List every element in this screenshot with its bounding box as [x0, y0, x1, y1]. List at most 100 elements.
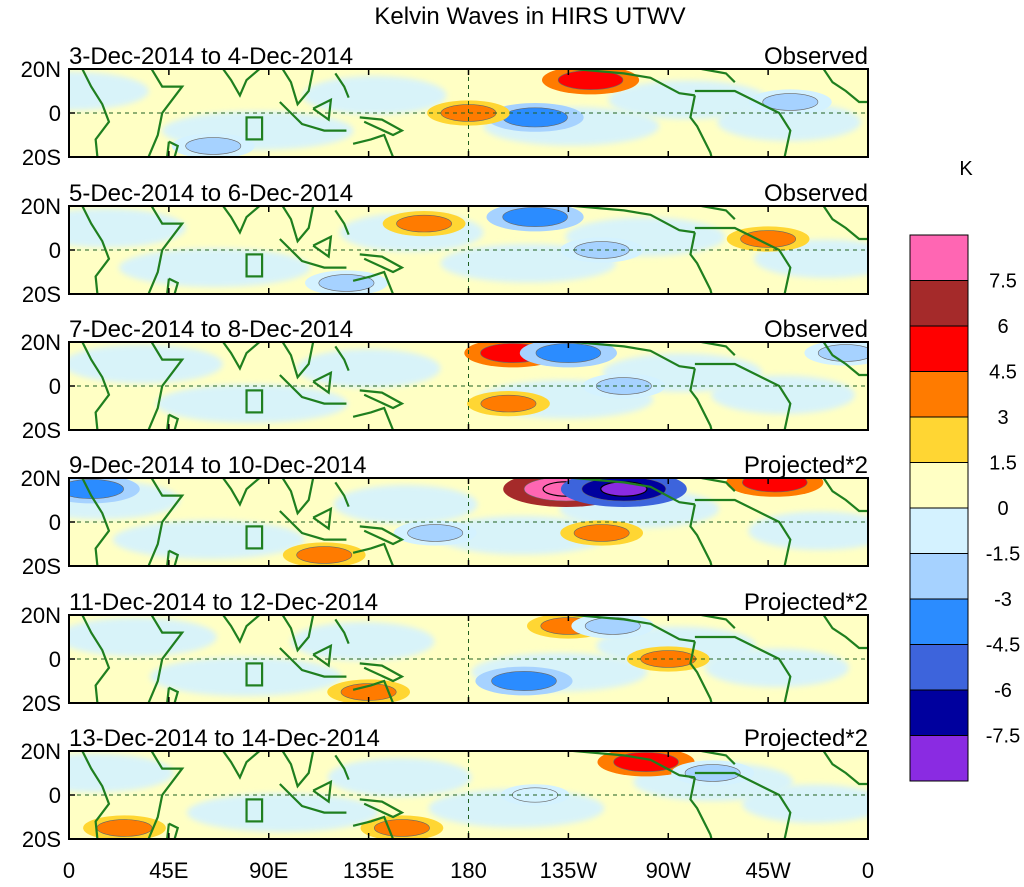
west-africa	[822, 206, 868, 241]
colorbar-label: 0	[997, 498, 1008, 520]
x-tick-label: 180	[450, 858, 487, 883]
panel-type-label: Projected*2	[744, 452, 868, 479]
anomaly-core	[296, 546, 353, 564]
panel-field	[69, 478, 868, 566]
y-tick-label: 0	[49, 374, 61, 399]
colorbar-swatch	[909, 280, 969, 327]
colorbar-swatch	[909, 325, 969, 372]
anomaly-core	[502, 107, 568, 128]
west-africa	[822, 615, 868, 650]
caribbean	[701, 751, 736, 765]
panel-6: 20N 0 20S 13-Dec-2014 to 14-Dec-2014 Project…	[21, 725, 869, 852]
south-america-west	[689, 504, 713, 566]
y-tick-label: 20S	[22, 282, 61, 307]
colorbar-label: 7.5	[989, 271, 1017, 293]
africa-east-coast	[147, 206, 185, 294]
panel-type-label: Observed	[764, 316, 868, 343]
colorbar-label: -7.5	[986, 726, 1020, 748]
new-guinea	[359, 798, 405, 819]
anomaly-core	[407, 524, 464, 542]
texture-blob	[333, 485, 478, 524]
south-america-west	[689, 641, 713, 703]
x-tick-label: 0	[63, 858, 75, 883]
y-tick-label: 20N	[21, 739, 61, 764]
texture-blob	[69, 208, 186, 248]
central-america	[561, 206, 696, 234]
texture-blob	[118, 248, 311, 287]
coastlines	[81, 615, 868, 703]
india	[221, 69, 262, 98]
y-tick-label: 0	[49, 510, 61, 535]
africa-west-coast	[81, 206, 111, 294]
south-america-north	[694, 226, 792, 294]
coastlines	[81, 69, 868, 157]
caribbean	[701, 206, 736, 220]
anomaly-core	[762, 93, 819, 111]
panel-field	[69, 69, 868, 157]
panel-type-label: Projected*2	[744, 725, 868, 752]
caribbean	[701, 69, 736, 83]
panel-date-label: 5-Dec-2014 to 6-Dec-2014	[69, 180, 353, 207]
y-tick-label: 0	[49, 783, 61, 808]
panel-type-label: Projected*2	[744, 589, 868, 616]
southeast-asia	[281, 751, 315, 789]
texture-blob	[711, 375, 855, 415]
colorbar-swatch	[909, 416, 969, 463]
borneo	[312, 506, 333, 531]
caribbean	[701, 342, 736, 356]
south-america-north	[694, 89, 792, 157]
borneo	[312, 234, 333, 259]
panel-date-label: 3-Dec-2014 to 4-Dec-2014	[69, 43, 353, 70]
colorbar-label: -6	[994, 680, 1012, 702]
borneo	[312, 779, 333, 804]
central-america	[561, 342, 696, 370]
africa-west-coast	[81, 69, 111, 157]
texture-blob	[290, 622, 435, 661]
texture-blob	[69, 617, 217, 657]
colorbar-label: 3	[997, 407, 1008, 429]
y-tick-label: 20N	[21, 57, 61, 82]
y-tick-label: 20N	[21, 330, 61, 355]
texture-blob	[302, 76, 447, 115]
india	[221, 206, 262, 235]
y-tick-label: 20S	[22, 145, 61, 170]
texture-blob	[705, 648, 849, 688]
island-box	[245, 662, 264, 687]
colorbar-swatch	[909, 234, 969, 281]
coastlines	[81, 206, 868, 294]
island-box	[245, 525, 264, 550]
texture-blob	[69, 753, 174, 793]
central-america	[561, 69, 696, 97]
colorbar-swatch	[909, 644, 969, 691]
x-axis-ticks: 0 45E 90E 135E 180 135W 90W 45W 0	[63, 858, 874, 883]
central-america	[561, 478, 696, 506]
new-guinea	[359, 116, 405, 137]
y-tick-label: 20S	[22, 418, 61, 443]
philippines	[334, 481, 350, 508]
africa-west-coast	[81, 615, 111, 703]
south-america-west	[689, 232, 713, 294]
texture-blob	[742, 784, 868, 824]
panel-4: 20N 0 20S 9-Dec-2014 to 10-Dec-2014 Projecte…	[21, 452, 869, 579]
philippines	[334, 754, 350, 781]
india	[221, 342, 262, 371]
coastlines	[81, 478, 868, 566]
new-guinea	[359, 525, 405, 546]
new-guinea	[359, 389, 405, 410]
y-tick-label: 20N	[21, 603, 61, 628]
anomaly-core	[817, 344, 868, 362]
texture-blob	[296, 349, 441, 388]
central-america	[561, 751, 696, 779]
madagascar	[166, 549, 180, 566]
anomaly-marks	[69, 478, 824, 566]
y-tick-label: 20S	[22, 554, 61, 579]
panel-type-label: Observed	[764, 43, 868, 70]
y-tick-label: 20S	[22, 691, 61, 716]
anomaly-core	[573, 524, 630, 542]
madagascar	[166, 277, 180, 294]
indonesia-arc	[279, 101, 347, 132]
australia-north	[352, 406, 396, 430]
africa-east-coast	[147, 342, 185, 430]
panel-5: 20N 0 20S 11-Dec-2014 to 12-Dec-2014 Project…	[21, 589, 869, 716]
colorbar-label: 6	[997, 316, 1008, 338]
